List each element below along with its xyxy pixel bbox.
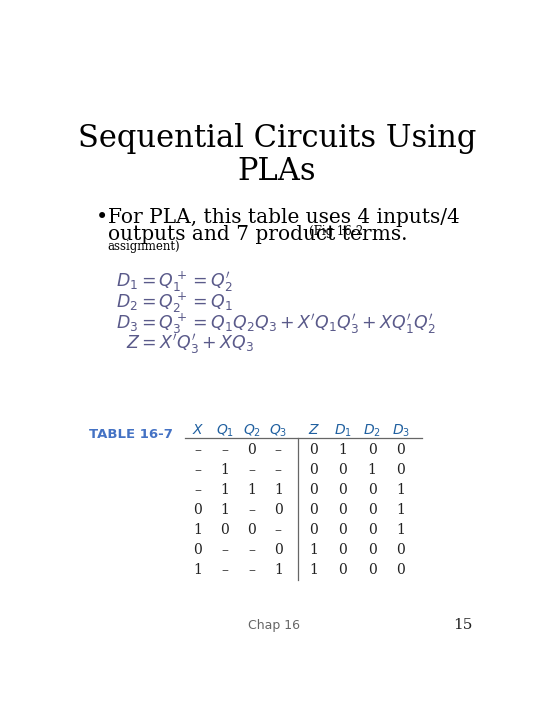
Text: 0: 0 <box>309 523 318 537</box>
Text: $D_1 = Q_1^+ = Q_2'$: $D_1 = Q_1^+ = Q_2'$ <box>116 270 232 294</box>
Text: 0: 0 <box>368 443 376 457</box>
Text: –: – <box>221 563 228 577</box>
Text: 0: 0 <box>247 523 256 537</box>
Text: 0: 0 <box>309 483 318 497</box>
Text: –: – <box>248 543 255 557</box>
Text: 0: 0 <box>247 443 256 457</box>
Text: 0: 0 <box>338 523 347 537</box>
Text: 0: 0 <box>338 463 347 477</box>
Text: $Q_2$: $Q_2$ <box>243 423 261 439</box>
Text: 1: 1 <box>247 483 256 497</box>
Text: 1: 1 <box>274 483 283 497</box>
Text: 1: 1 <box>396 503 405 517</box>
Text: –: – <box>194 463 201 477</box>
Text: 1: 1 <box>338 443 347 457</box>
Text: $D_3$: $D_3$ <box>392 423 410 439</box>
Text: 0: 0 <box>368 483 376 497</box>
Text: $Q_3$: $Q_3$ <box>269 423 287 439</box>
Text: –: – <box>248 463 255 477</box>
Text: (Fig 16-2: (Fig 16-2 <box>309 225 363 238</box>
Text: 1: 1 <box>220 483 230 497</box>
Text: 0: 0 <box>274 543 282 557</box>
Text: $D_2$: $D_2$ <box>363 423 381 439</box>
Text: 1: 1 <box>193 523 202 537</box>
Text: 0: 0 <box>193 503 202 517</box>
Text: 1: 1 <box>220 463 230 477</box>
Text: 0: 0 <box>338 483 347 497</box>
Text: –: – <box>221 543 228 557</box>
Text: –: – <box>275 523 282 537</box>
Text: 0: 0 <box>396 463 405 477</box>
Text: 1: 1 <box>274 563 283 577</box>
Text: $Z$: $Z$ <box>308 423 320 437</box>
Text: 1: 1 <box>368 463 376 477</box>
Text: 0: 0 <box>193 543 202 557</box>
Text: $D_3 = Q_3^+ = Q_1Q_2Q_3 + X'Q_1Q_3' + XQ_1'Q_2'$: $D_3 = Q_3^+ = Q_1Q_2Q_3 + X'Q_1Q_3' + X… <box>116 311 435 336</box>
Text: 1: 1 <box>309 543 319 557</box>
Text: Sequential Circuits Using: Sequential Circuits Using <box>78 123 476 154</box>
Text: 1: 1 <box>396 523 405 537</box>
Text: 15: 15 <box>453 618 472 631</box>
Text: 0: 0 <box>309 503 318 517</box>
Text: 0: 0 <box>274 503 282 517</box>
Text: assignment): assignment) <box>108 240 180 253</box>
Text: 0: 0 <box>368 523 376 537</box>
Text: 0: 0 <box>368 503 376 517</box>
Text: 0: 0 <box>338 503 347 517</box>
Text: –: – <box>275 463 282 477</box>
Text: 1: 1 <box>396 483 405 497</box>
Text: 0: 0 <box>368 563 376 577</box>
Text: 0: 0 <box>338 563 347 577</box>
Text: –: – <box>248 563 255 577</box>
Text: 1: 1 <box>193 563 202 577</box>
Text: 0: 0 <box>338 543 347 557</box>
Text: –: – <box>194 483 201 497</box>
Text: $Z = X'Q_3' + XQ_3$: $Z = X'Q_3' + XQ_3$ <box>126 332 254 356</box>
Text: 0: 0 <box>309 463 318 477</box>
Text: 1: 1 <box>220 503 230 517</box>
Text: TABLE 16-7: TABLE 16-7 <box>89 428 173 441</box>
Text: –: – <box>248 503 255 517</box>
Text: $Q_1$: $Q_1$ <box>216 423 234 439</box>
Text: $D_1$: $D_1$ <box>334 423 352 439</box>
Text: 1: 1 <box>309 563 319 577</box>
Text: PLAs: PLAs <box>238 156 316 186</box>
Text: 0: 0 <box>220 523 229 537</box>
Text: –: – <box>221 443 228 457</box>
Text: 0: 0 <box>368 543 376 557</box>
Text: $X$: $X$ <box>192 423 204 437</box>
Text: Chap 16: Chap 16 <box>248 618 300 631</box>
Text: 0: 0 <box>396 563 405 577</box>
Text: –: – <box>194 443 201 457</box>
Text: •: • <box>96 208 107 227</box>
Text: 0: 0 <box>309 443 318 457</box>
Text: $D_2 = Q_2^+ = Q_1$: $D_2 = Q_2^+ = Q_1$ <box>116 290 232 315</box>
Text: –: – <box>275 443 282 457</box>
Text: For PLA, this table uses 4 inputs/4: For PLA, this table uses 4 inputs/4 <box>108 208 460 227</box>
Text: 0: 0 <box>396 543 405 557</box>
Text: 0: 0 <box>396 443 405 457</box>
Text: outputs and 7 product terms.: outputs and 7 product terms. <box>108 225 407 244</box>
